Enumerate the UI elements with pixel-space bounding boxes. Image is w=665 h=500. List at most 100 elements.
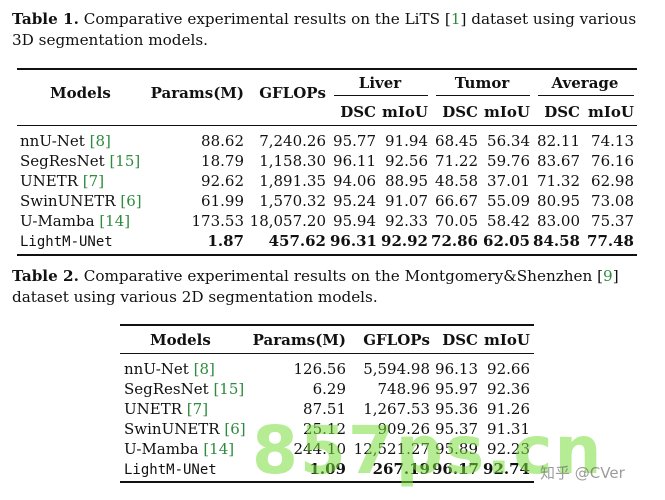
cite-close: ] bbox=[239, 420, 246, 438]
table2-header-models: Models bbox=[150, 331, 211, 349]
table1-cell-tumor-dsc: 66.67 bbox=[435, 192, 478, 210]
table1-cell-liver-dsc: 95.94 bbox=[333, 212, 376, 230]
table1-caption-pre: Comparative experimental results on the … bbox=[83, 10, 451, 28]
table1-header-liver-dsc: DSC bbox=[340, 103, 376, 121]
table1-cell-avg-dsc: 82.11 bbox=[537, 132, 580, 150]
table2-cell-miou: 92.23 bbox=[487, 440, 530, 458]
table1-cell-avg-miou: 73.08 bbox=[591, 192, 634, 210]
table2-caption-cite[interactable]: 9 bbox=[603, 267, 613, 285]
model-cite[interactable]: 14 bbox=[209, 440, 229, 458]
cite-close: ] bbox=[238, 380, 245, 398]
table1-header-rule bbox=[17, 125, 637, 126]
table1-final-gflops: 457.62 bbox=[268, 232, 326, 250]
table1-cell-avg-miou: 62.98 bbox=[591, 172, 634, 190]
model-cite[interactable]: 7 bbox=[88, 172, 99, 190]
table1-cell-liver-miou: 88.95 bbox=[385, 172, 428, 190]
table2-final-miou: 92.74 bbox=[483, 460, 530, 478]
table1-cell-gflops: 18,057.20 bbox=[249, 212, 326, 230]
table1-row-model: U-Mamba [14] bbox=[20, 212, 130, 230]
table1-cell-avg-dsc: 71.32 bbox=[537, 172, 580, 190]
table1-average-rule bbox=[538, 95, 634, 96]
table1-final-tumor-dsc: 72.86 bbox=[431, 232, 478, 250]
table2-caption-post: ] dataset using various 2D segmentation … bbox=[12, 267, 619, 306]
model-cite[interactable]: 15 bbox=[115, 152, 135, 170]
table2-cell-params: 25.12 bbox=[303, 420, 346, 438]
table1-caption-cite[interactable]: 1 bbox=[450, 10, 461, 28]
table1-row-model: SegResNet [15] bbox=[20, 152, 140, 170]
table1-cell-liver-miou: 91.94 bbox=[385, 132, 428, 150]
cite-close: ] bbox=[105, 132, 111, 150]
model-cite[interactable]: 15 bbox=[219, 380, 239, 398]
table1-header-params: Params(M) bbox=[150, 84, 244, 102]
table1-header-average: Average bbox=[551, 74, 619, 92]
table1-bottom-rule bbox=[17, 254, 637, 256]
table2-top-rule bbox=[120, 324, 534, 326]
table2-final-params: 1.09 bbox=[309, 460, 346, 478]
table1-cell-liver-miou: 92.33 bbox=[385, 212, 428, 230]
table2-cell-gflops: 909.26 bbox=[377, 420, 431, 438]
table1-cell-avg-miou: 75.37 bbox=[591, 212, 634, 230]
cite-open: [ bbox=[89, 132, 96, 150]
model-cite[interactable]: 8 bbox=[199, 360, 209, 378]
table2-caption-pre: Comparative experimental results on the … bbox=[83, 267, 604, 285]
table1-header-gflops: GFLOPs bbox=[259, 84, 326, 102]
table2-cell-params: 6.29 bbox=[312, 380, 346, 398]
watermark-logo: 857ps.cn bbox=[252, 412, 604, 489]
table1-caption-post: ] dataset using various 3D segmentation … bbox=[12, 10, 637, 49]
table1-cell-tumor-dsc: 48.58 bbox=[435, 172, 478, 190]
cite-close: ] bbox=[228, 440, 235, 458]
table2-cell-params: 244.10 bbox=[293, 440, 347, 458]
table2-row-model: nnU-Net [8] bbox=[124, 360, 215, 378]
cite-open: [ bbox=[120, 192, 127, 210]
table1-cell-params: 61.99 bbox=[201, 192, 244, 210]
model-cite[interactable]: 14 bbox=[105, 212, 125, 230]
table2-cell-dsc: 96.13 bbox=[435, 360, 478, 378]
cite-close: ] bbox=[209, 360, 215, 378]
table1-row-model: SwinUNETR [6] bbox=[20, 192, 142, 210]
cite-open: [ bbox=[109, 152, 116, 170]
cite-open: [ bbox=[99, 212, 106, 230]
table1-cell-avg-miou: 76.16 bbox=[591, 152, 634, 170]
table1-liver-rule bbox=[334, 95, 428, 96]
table2-cell-dsc: 95.89 bbox=[435, 440, 478, 458]
model-name: nnU-Net bbox=[124, 360, 189, 378]
table1-cell-liver-dsc: 95.24 bbox=[333, 192, 376, 210]
model-cite[interactable]: 6 bbox=[230, 420, 240, 438]
table1-cell-tumor-dsc: 70.05 bbox=[435, 212, 478, 230]
table2-row-model: SegResNet [15] bbox=[124, 380, 244, 398]
table2-cell-params: 87.51 bbox=[303, 400, 346, 418]
model-name: UNETR bbox=[124, 400, 183, 418]
model-cite[interactable]: 7 bbox=[192, 400, 203, 418]
watermark-zhihu: 知乎 @CVer bbox=[540, 464, 625, 482]
table1-header-models: Models bbox=[50, 84, 111, 102]
table1-header-avg-miou: mIoU bbox=[588, 103, 634, 121]
table1-cell-params: 173.53 bbox=[191, 212, 245, 230]
table2-cell-gflops: 748.96 bbox=[377, 380, 431, 398]
table1-header-tumor-dsc: DSC bbox=[442, 103, 478, 121]
model-cite[interactable]: 8 bbox=[95, 132, 105, 150]
table1-cell-params: 88.62 bbox=[201, 132, 244, 150]
table2-header-rule bbox=[120, 353, 534, 354]
table1-cell-params: 18.79 bbox=[201, 152, 244, 170]
table1-cell-gflops: 1,570.32 bbox=[259, 192, 326, 210]
table1-final-liver-miou: 92.92 bbox=[381, 232, 428, 250]
table1-final-avg-dsc: 84.58 bbox=[533, 232, 580, 250]
cite-close: ] bbox=[202, 400, 209, 418]
table1-cell-avg-dsc: 80.95 bbox=[537, 192, 580, 210]
table1-header-tumor-miou: mIoU bbox=[484, 103, 530, 121]
model-cite[interactable]: 6 bbox=[126, 192, 136, 210]
table1-row-model: UNETR [7] bbox=[20, 172, 104, 190]
cite-close: ] bbox=[98, 172, 105, 190]
table2-final-dsc: 96.17 bbox=[432, 460, 479, 478]
cite-open: [ bbox=[203, 440, 210, 458]
table2-cell-miou: 91.31 bbox=[487, 420, 530, 438]
table1-cell-tumor-miou: 37.01 bbox=[487, 172, 530, 190]
table1-cell-params: 92.62 bbox=[201, 172, 244, 190]
table1-final-params: 1.87 bbox=[207, 232, 244, 250]
table1-final-avg-miou: 77.48 bbox=[587, 232, 634, 250]
table2-cell-miou: 91.26 bbox=[487, 400, 530, 418]
table2-cell-miou: 92.36 bbox=[487, 380, 530, 398]
model-name: SwinUNETR bbox=[124, 420, 220, 438]
table1-cell-avg-dsc: 83.00 bbox=[537, 212, 580, 230]
table1-label: Table 1. bbox=[12, 10, 79, 28]
